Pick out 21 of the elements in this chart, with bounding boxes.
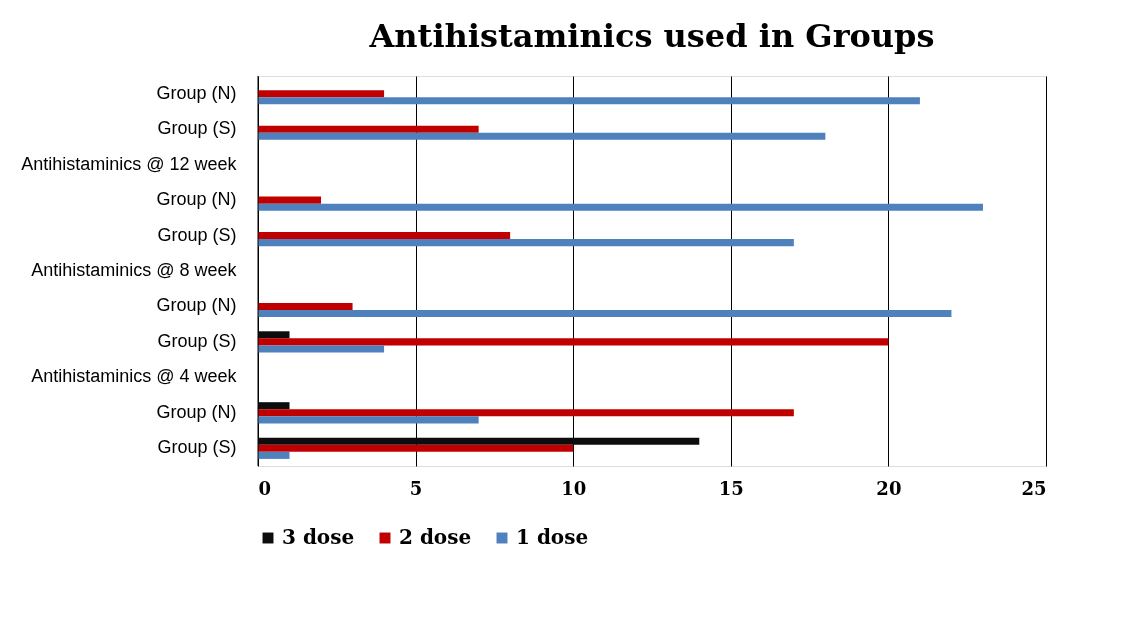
- legend-label: 1 dose: [516, 525, 589, 549]
- y-tick-label: Group (S): [157, 330, 237, 351]
- y-tick-label: Group (S): [157, 118, 237, 139]
- y-tick-label: Antihistaminics @ 8 week: [31, 260, 238, 280]
- x-tick-label: 0: [258, 477, 272, 499]
- y-tick-label: Antihistaminics @ 12 week: [21, 153, 238, 174]
- y-tick-label: Group (N): [156, 295, 237, 316]
- y-tick-label: Group (N): [156, 189, 237, 210]
- x-tick-label: 15: [718, 477, 744, 499]
- y-tick-label: Group (N): [156, 82, 237, 103]
- y-tick-label: Antihistaminics @ 4 week: [31, 366, 238, 387]
- legend-label: 2 dose: [399, 525, 472, 549]
- y-tick-label: Group (S): [157, 224, 237, 245]
- x-tick-label: 10: [561, 477, 587, 499]
- y-tick-label: Group (N): [156, 401, 237, 422]
- x-tick-label: 20: [876, 477, 902, 499]
- chart-title: Antihistaminics used in Groups: [368, 16, 935, 55]
- y-tick-label: Group (S): [157, 437, 237, 458]
- x-tick-label: 5: [409, 477, 423, 499]
- x-tick-label: 25: [1021, 477, 1047, 499]
- legend-label: 3 dose: [282, 525, 355, 549]
